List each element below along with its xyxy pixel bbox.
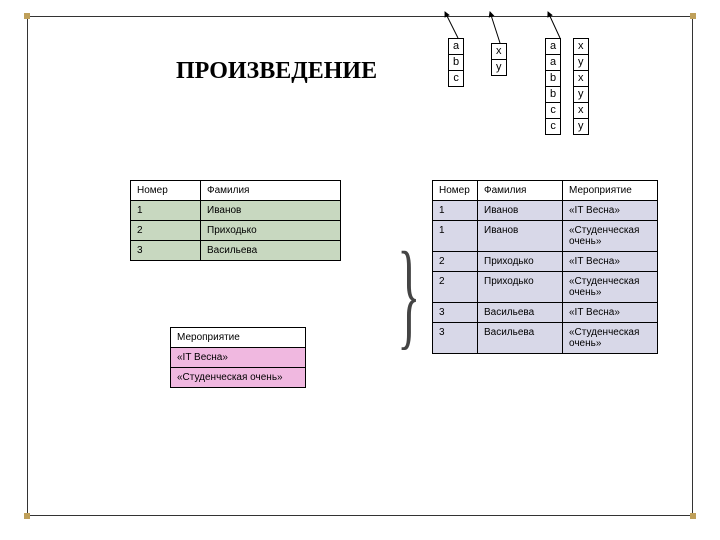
col-header: Номер — [433, 181, 478, 201]
col-header: Фамилия — [478, 181, 563, 201]
set-b-table: x y — [491, 43, 507, 76]
col-header: Номер — [131, 181, 201, 201]
set-a-table: a b c — [448, 38, 464, 87]
result-product-table: Номер Фамилия Мероприятие 1Иванов«IT Вес… — [432, 180, 658, 354]
corner-tl — [24, 13, 30, 19]
corner-br — [690, 513, 696, 519]
product-col-a: a a b b c c — [545, 38, 561, 135]
source-table-events: Мероприятие «IT Весна» «Студенческая оче… — [170, 327, 306, 388]
cell: a — [449, 39, 464, 55]
corner-bl — [24, 513, 30, 519]
col-header: Мероприятие — [171, 328, 306, 348]
corner-tr — [690, 13, 696, 19]
brace-icon: } — [397, 225, 420, 363]
page-title: ПРОИЗВЕДЕНИЕ — [176, 58, 377, 85]
col-header: Фамилия — [201, 181, 341, 201]
cell: y — [492, 60, 507, 76]
cell: c — [449, 71, 464, 87]
col-header: Мероприятие — [563, 181, 658, 201]
source-table-people: Номер Фамилия 1Иванов 2Приходько 3Василь… — [130, 180, 341, 261]
cell: x — [492, 44, 507, 60]
product-col-b: x y x y x y — [573, 38, 589, 135]
cell: b — [449, 55, 464, 71]
